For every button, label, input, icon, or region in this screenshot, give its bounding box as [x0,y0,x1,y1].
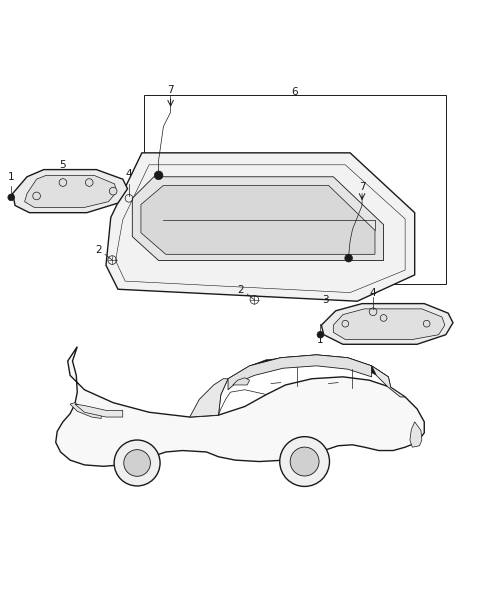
Polygon shape [106,153,415,301]
Circle shape [345,255,352,262]
Text: 4: 4 [370,288,376,297]
Polygon shape [333,309,445,340]
Text: 5: 5 [60,160,66,170]
Circle shape [155,171,163,180]
Text: 1: 1 [317,335,324,345]
Circle shape [85,179,93,186]
Circle shape [342,320,348,327]
Polygon shape [190,379,228,417]
Polygon shape [75,404,123,417]
Circle shape [380,315,387,321]
Circle shape [124,450,150,476]
Text: 1: 1 [8,172,14,182]
Circle shape [114,440,160,486]
Polygon shape [141,185,375,255]
Circle shape [8,194,14,201]
Polygon shape [70,403,101,419]
Polygon shape [228,355,372,390]
Polygon shape [233,378,250,385]
Text: 7: 7 [168,84,174,95]
Polygon shape [322,304,453,345]
Circle shape [109,187,117,195]
Circle shape [59,179,67,186]
Text: 2: 2 [238,285,244,295]
Polygon shape [132,177,384,261]
Text: 2: 2 [96,245,102,255]
Circle shape [317,331,324,338]
Text: 3: 3 [322,295,328,305]
Circle shape [290,447,319,476]
Polygon shape [12,170,128,213]
Polygon shape [250,355,388,377]
Polygon shape [24,176,117,207]
Polygon shape [56,346,424,466]
Text: 6: 6 [292,86,299,97]
Polygon shape [410,422,422,447]
Polygon shape [372,366,405,397]
Text: 7: 7 [359,182,365,192]
Bar [144,95,446,285]
Circle shape [33,192,40,200]
Text: 4: 4 [126,170,132,179]
Circle shape [280,436,329,487]
Circle shape [423,320,430,327]
